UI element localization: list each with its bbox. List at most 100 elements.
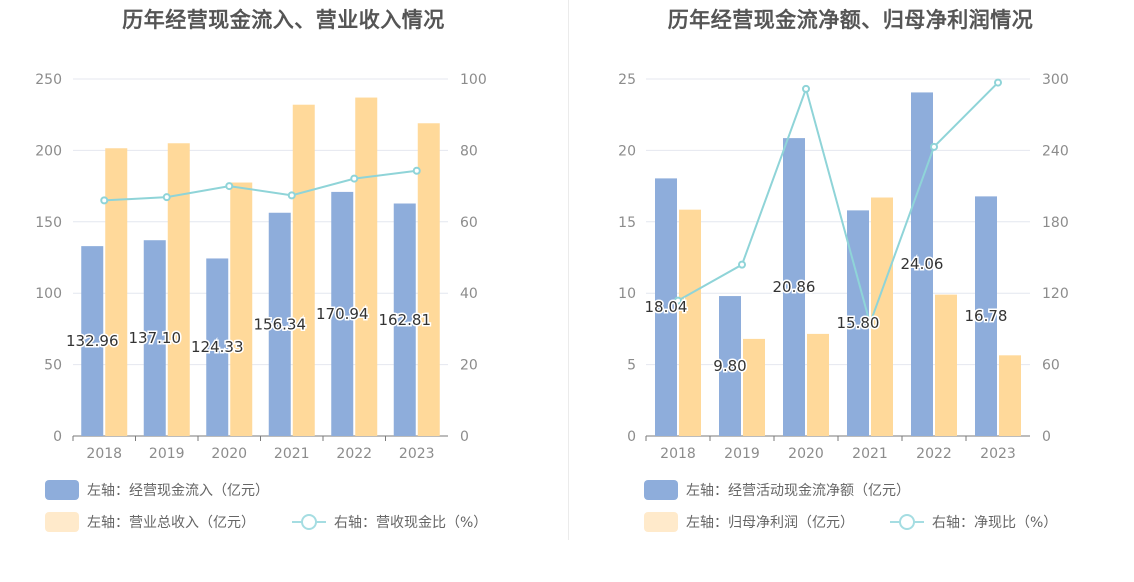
bar-series-1 (783, 138, 805, 436)
bar-series-1 (393, 203, 416, 436)
bar-series-1 (206, 258, 229, 436)
data-label: 24.06 (901, 255, 944, 273)
bar-series-2 (355, 97, 378, 437)
y-right-tick-label: 80 (460, 143, 478, 159)
x-tick-label: 2023 (399, 446, 435, 462)
data-label: 162.81 (379, 311, 432, 329)
data-label: 9.80 (713, 357, 746, 375)
y-right-tick-label: 20 (460, 358, 478, 374)
legend-label: 右轴：营收现金比（%） (334, 515, 488, 531)
line-point (225, 182, 234, 191)
y-right-tick-label: 0 (1042, 429, 1051, 445)
line-point (866, 319, 874, 328)
line-point (674, 296, 682, 305)
y-right-tick-label: 100 (460, 72, 487, 88)
x-tick-label: 2020 (211, 446, 247, 462)
bar-series-2 (743, 338, 765, 436)
y-right-tick-label: 240 (1042, 143, 1069, 159)
legend-swatch (644, 512, 678, 532)
data-label: 132.96 (66, 332, 119, 350)
x-tick-label: 2019 (724, 446, 760, 462)
bar-series-2 (230, 182, 253, 436)
data-label: 170.94 (316, 305, 369, 323)
line-point (287, 191, 296, 200)
x-tick-label: 2018 (86, 446, 122, 462)
x-tick-label: 2022 (916, 446, 952, 462)
line-series (677, 81, 999, 327)
legend-label: 右轴：净现比（%） (932, 515, 1058, 531)
x-tick-label: 2021 (852, 446, 888, 462)
line-point (100, 196, 109, 205)
y-left-tick-label: 50 (44, 358, 62, 374)
line-point (802, 84, 810, 93)
chart-plot: 0 50 100 150 200 250 0 20 40 60 80 100 2018 2019 2020 2… (35, 72, 487, 462)
data-label: 18.04 (645, 298, 688, 316)
y-left-tick-label: 5 (627, 358, 636, 374)
x-tick-label: 2020 (788, 446, 824, 462)
x-tick-label: 2018 (660, 446, 696, 462)
chart-title: 历年经营现金流净额、归母净利润情况 (667, 8, 1034, 32)
legend-item-bar-left[interactable]: 左轴：经营活动现金流净额（亿元） (644, 480, 910, 500)
y-left-tick-label: 15 (618, 215, 636, 231)
data-label: 156.34 (254, 315, 307, 333)
line-point (930, 142, 938, 151)
chart-title: 历年经营现金流入、营业收入情况 (122, 8, 445, 32)
x-tick-label: 2023 (980, 446, 1016, 462)
x-tick-label: 2022 (336, 446, 372, 462)
y-right-tick-label: 300 (1042, 72, 1069, 88)
line-point (994, 78, 1002, 87)
line-series (104, 169, 417, 202)
y-left-tick-label: 200 (35, 143, 62, 159)
legend-line-icon (890, 512, 924, 532)
bar-series-1 (655, 178, 677, 436)
bar-series-1 (719, 296, 741, 436)
bar-series-2 (167, 143, 190, 436)
bar-series-1 (268, 212, 291, 436)
bar-series-1 (911, 92, 933, 436)
bar-series-2 (679, 209, 701, 436)
y-left-tick-label: 250 (35, 72, 62, 88)
legend-item-bar-right[interactable]: 左轴：归母净利润（亿元） (644, 512, 854, 532)
x-tick-label: 2021 (274, 446, 310, 462)
y-right-tick-label: 60 (1042, 358, 1060, 374)
bar-series-2 (417, 123, 440, 436)
legend-item-line[interactable]: 右轴：营收现金比（%） (292, 512, 487, 532)
y-left-tick-label: 0 (53, 429, 62, 445)
data-label: 20.86 (773, 278, 816, 296)
data-label: 15.80 (837, 314, 880, 332)
y-left-tick-label: 20 (618, 143, 636, 159)
legend-item-bar-left[interactable]: 左轴：经营现金流入（亿元） (45, 480, 269, 500)
panel-divider (568, 0, 569, 540)
y-right-tick-label: 0 (460, 429, 469, 445)
chart-panel-cashflow-inflow: 历年经营现金流入、营业收入情况 0 50 100 150 200 250 0 20 40 60 80… (35, 8, 487, 532)
bar-series-2 (999, 355, 1021, 436)
legend-label: 左轴：归母净利润（亿元） (686, 515, 854, 531)
y-right-tick-label: 180 (1042, 215, 1069, 231)
legend-swatch (45, 512, 79, 532)
legend-label: 左轴：经营活动现金流净额（亿元） (686, 483, 910, 499)
legend-swatch (45, 480, 79, 500)
legend-label: 左轴：经营现金流入（亿元） (87, 483, 269, 499)
legend-item-line[interactable]: 右轴：净现比（%） (890, 512, 1057, 532)
legend-swatch (644, 480, 678, 500)
y-right-tick-label: 120 (1042, 286, 1069, 302)
y-right-tick-label: 60 (460, 215, 478, 231)
y-right-tick-label: 40 (460, 286, 478, 302)
chart-panel-cashflow-net: 历年经营现金流净额、归母净利润情况 0 5 10 15 20 25 0 60 120 180 240… (567, 0, 1134, 582)
legend-item-bar-right[interactable]: 左轴：营业总收入（亿元） (45, 512, 255, 532)
legend-line-icon (292, 512, 326, 532)
bar-series-1 (143, 240, 166, 436)
chart-plot: 0 5 10 15 20 25 0 60 120 180 240 300 2018 2019 2020 202… (618, 72, 1069, 462)
bar-series-1 (847, 210, 869, 436)
line-point (738, 260, 746, 269)
line-point (412, 166, 421, 175)
y-left-tick-label: 150 (35, 215, 62, 231)
y-left-tick-label: 0 (627, 429, 636, 445)
bar-series-2 (935, 294, 957, 436)
line-point (350, 174, 359, 183)
bar-series-2 (807, 333, 829, 436)
bar-series-2 (871, 197, 893, 436)
legend-label: 左轴：营业总收入（亿元） (87, 515, 255, 531)
y-left-tick-label: 10 (618, 286, 636, 302)
bar-series-2 (105, 148, 128, 436)
